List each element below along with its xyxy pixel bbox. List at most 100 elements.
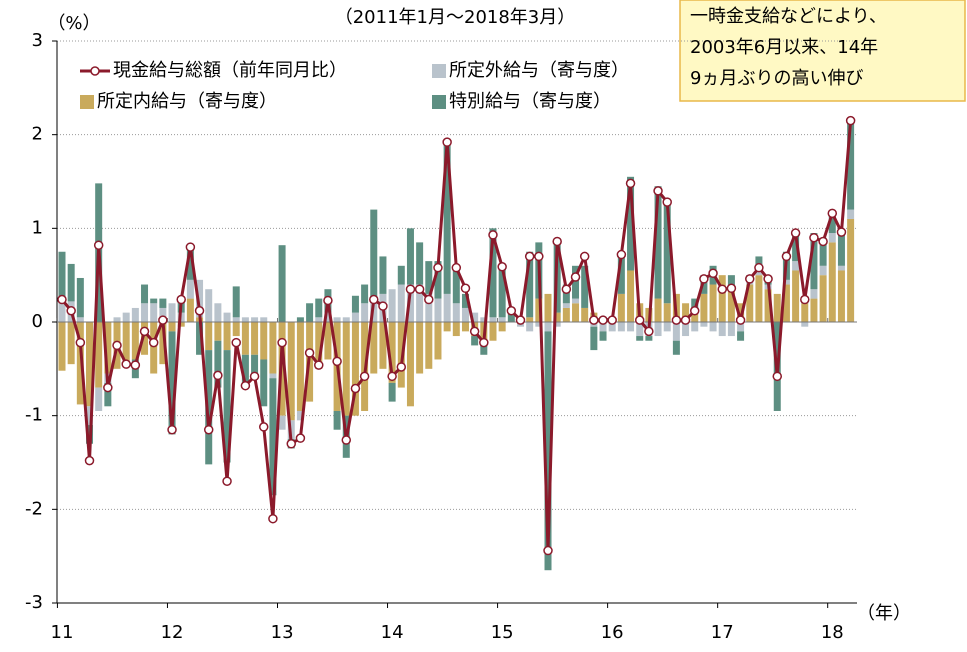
bar [150,322,158,374]
y-tick-label: 0 [32,311,43,332]
bar [388,382,396,402]
bar [122,322,130,365]
bar [232,286,240,318]
marker [332,356,342,367]
legend-swatch [80,95,94,109]
bar [627,270,635,322]
marker [827,208,838,219]
bar [819,265,827,276]
bar [315,322,323,369]
y-tick-label: 3 [32,30,43,51]
bar [342,317,350,322]
bar [801,303,809,322]
bar [590,326,598,351]
bar [131,322,139,360]
bar [214,303,222,322]
marker [314,360,324,370]
marker [781,251,792,262]
bar [572,298,580,304]
bar [196,279,204,318]
bar [388,322,396,383]
marker [607,315,617,325]
bar [617,293,625,322]
bar [168,303,176,322]
bar [526,322,534,332]
bar [333,410,341,430]
marker [506,306,517,316]
legend-label: 所定内給与（寄与度） [97,91,277,112]
marker [699,274,709,284]
bar [471,312,479,322]
marker [268,513,278,524]
marker [414,284,425,294]
bar [287,322,295,421]
bar [507,312,515,322]
bar [113,317,121,322]
marker [634,315,645,325]
bar [737,303,745,322]
bar [67,322,75,365]
bar [645,336,653,341]
bar [498,265,506,318]
bar [672,340,680,355]
marker [598,315,608,325]
marker [662,197,672,207]
annotation-text: 9ヵ月ぶりの高い伸び [690,68,863,89]
bar [691,322,699,332]
bar [95,387,103,411]
bar [700,322,708,327]
marker [121,359,131,369]
bar [700,293,708,322]
bar [269,322,277,374]
marker [66,306,76,316]
bar [76,277,84,318]
bar [416,284,424,322]
marker [488,230,498,240]
marker [809,232,819,243]
marker [680,315,691,325]
marker [845,115,856,126]
bar [828,214,836,234]
bar [434,322,442,360]
bar [141,322,149,355]
y-tick-label: -1 [25,405,43,426]
bar [67,263,75,302]
bar [241,322,249,355]
marker [213,370,223,381]
bar [617,322,625,332]
bar [782,284,790,322]
bar [452,265,460,304]
bar [471,336,479,346]
bar [663,200,671,304]
marker [735,315,746,325]
bar [819,237,827,266]
bar [95,322,103,388]
marker [249,371,260,382]
bar [351,312,359,322]
bar [315,298,323,318]
bar [269,378,277,496]
bar [361,284,369,304]
bar [562,303,570,308]
marker [323,295,333,306]
bar [654,298,662,322]
bar [296,322,304,411]
bar [727,322,735,337]
bar [406,322,414,407]
marker [515,315,526,325]
marker [84,455,95,466]
marker [836,227,847,237]
bar [159,307,167,322]
marker [671,315,682,325]
bar [837,265,845,271]
bar [773,293,781,322]
annotation-text: 2003年6月以来、14年 [690,37,878,58]
bar [251,317,259,322]
marker [57,294,67,305]
bar [159,298,167,308]
bar [269,373,277,379]
bar [104,322,112,374]
bar [150,303,158,322]
marker [763,274,773,284]
bar [544,322,552,332]
